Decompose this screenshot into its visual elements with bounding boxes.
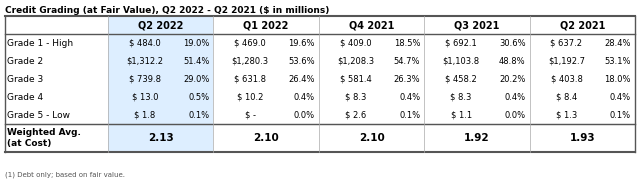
Text: Q4 2021: Q4 2021 [349, 20, 394, 30]
Text: 28.4%: 28.4% [605, 38, 631, 47]
Text: $ 739.8: $ 739.8 [129, 75, 161, 84]
Text: Credit Grading (at Fair Value), Q2 2022 - Q2 2021 ($ in millions): Credit Grading (at Fair Value), Q2 2022 … [5, 6, 330, 15]
Text: 26.3%: 26.3% [394, 75, 420, 84]
Text: $ 458.2: $ 458.2 [445, 75, 477, 84]
Text: Grade 2: Grade 2 [7, 56, 43, 66]
Text: 0.5%: 0.5% [188, 93, 209, 102]
Text: $ 13.0: $ 13.0 [132, 93, 158, 102]
Text: $ 1.1: $ 1.1 [451, 111, 472, 119]
Text: $ 2.6: $ 2.6 [345, 111, 366, 119]
Text: Grade 1 - High: Grade 1 - High [7, 38, 73, 47]
Text: $ -: $ - [244, 111, 256, 119]
Text: 26.4%: 26.4% [288, 75, 315, 84]
Text: 19.0%: 19.0% [183, 38, 209, 47]
Text: $1,312.2: $1,312.2 [126, 56, 163, 66]
Text: $ 631.8: $ 631.8 [234, 75, 266, 84]
Text: 0.4%: 0.4% [399, 93, 420, 102]
Text: 53.6%: 53.6% [288, 56, 315, 66]
Text: $ 409.0: $ 409.0 [340, 38, 371, 47]
Text: Grade 5 - Low: Grade 5 - Low [7, 111, 70, 119]
Text: $ 1.8: $ 1.8 [134, 111, 156, 119]
Text: 19.6%: 19.6% [288, 38, 315, 47]
Text: $ 1.3: $ 1.3 [556, 111, 577, 119]
Text: Q1 2022: Q1 2022 [243, 20, 289, 30]
Text: 0.4%: 0.4% [504, 93, 525, 102]
Text: 0.1%: 0.1% [188, 111, 209, 119]
Text: $ 8.3: $ 8.3 [345, 93, 366, 102]
Text: Q2 2022: Q2 2022 [138, 20, 184, 30]
Text: 2.13: 2.13 [148, 133, 173, 143]
Text: 2.10: 2.10 [253, 133, 279, 143]
Text: (1) Debt only; based on fair value.: (1) Debt only; based on fair value. [5, 171, 125, 178]
Text: 29.0%: 29.0% [183, 75, 209, 84]
Text: $1,192.7: $1,192.7 [548, 56, 585, 66]
Text: $ 637.2: $ 637.2 [550, 38, 582, 47]
Text: 0.1%: 0.1% [610, 111, 631, 119]
Text: $ 469.0: $ 469.0 [234, 38, 266, 47]
Text: $ 484.0: $ 484.0 [129, 38, 161, 47]
Text: 1.92: 1.92 [464, 133, 490, 143]
Text: 0.0%: 0.0% [294, 111, 315, 119]
Text: Grade 3: Grade 3 [7, 75, 44, 84]
Text: $ 403.8: $ 403.8 [550, 75, 582, 84]
Text: 0.0%: 0.0% [504, 111, 525, 119]
Text: 0.1%: 0.1% [399, 111, 420, 119]
Text: 18.0%: 18.0% [605, 75, 631, 84]
Text: 30.6%: 30.6% [499, 38, 525, 47]
Text: $ 692.1: $ 692.1 [445, 38, 477, 47]
Text: $ 10.2: $ 10.2 [237, 93, 264, 102]
Text: Weighted Avg.
(at Cost): Weighted Avg. (at Cost) [7, 128, 81, 148]
Text: $ 581.4: $ 581.4 [340, 75, 372, 84]
Text: $ 8.3: $ 8.3 [451, 93, 472, 102]
Text: 54.7%: 54.7% [394, 56, 420, 66]
Text: 48.8%: 48.8% [499, 56, 525, 66]
Bar [108, 16, 213, 152]
Text: $1,208.3: $1,208.3 [337, 56, 374, 66]
Text: 1.93: 1.93 [570, 133, 595, 143]
Text: 20.2%: 20.2% [499, 75, 525, 84]
Text: Grade 4: Grade 4 [7, 93, 43, 102]
Text: $1,280.3: $1,280.3 [232, 56, 269, 66]
Text: Q2 2021: Q2 2021 [559, 20, 605, 30]
Text: Q3 2021: Q3 2021 [454, 20, 500, 30]
Text: $ 8.4: $ 8.4 [556, 93, 577, 102]
Text: 0.4%: 0.4% [610, 93, 631, 102]
Text: 2.10: 2.10 [358, 133, 385, 143]
Text: $1,103.8: $1,103.8 [442, 56, 479, 66]
Text: 18.5%: 18.5% [394, 38, 420, 47]
Text: 51.4%: 51.4% [183, 56, 209, 66]
Text: 0.4%: 0.4% [294, 93, 315, 102]
Text: 53.1%: 53.1% [605, 56, 631, 66]
